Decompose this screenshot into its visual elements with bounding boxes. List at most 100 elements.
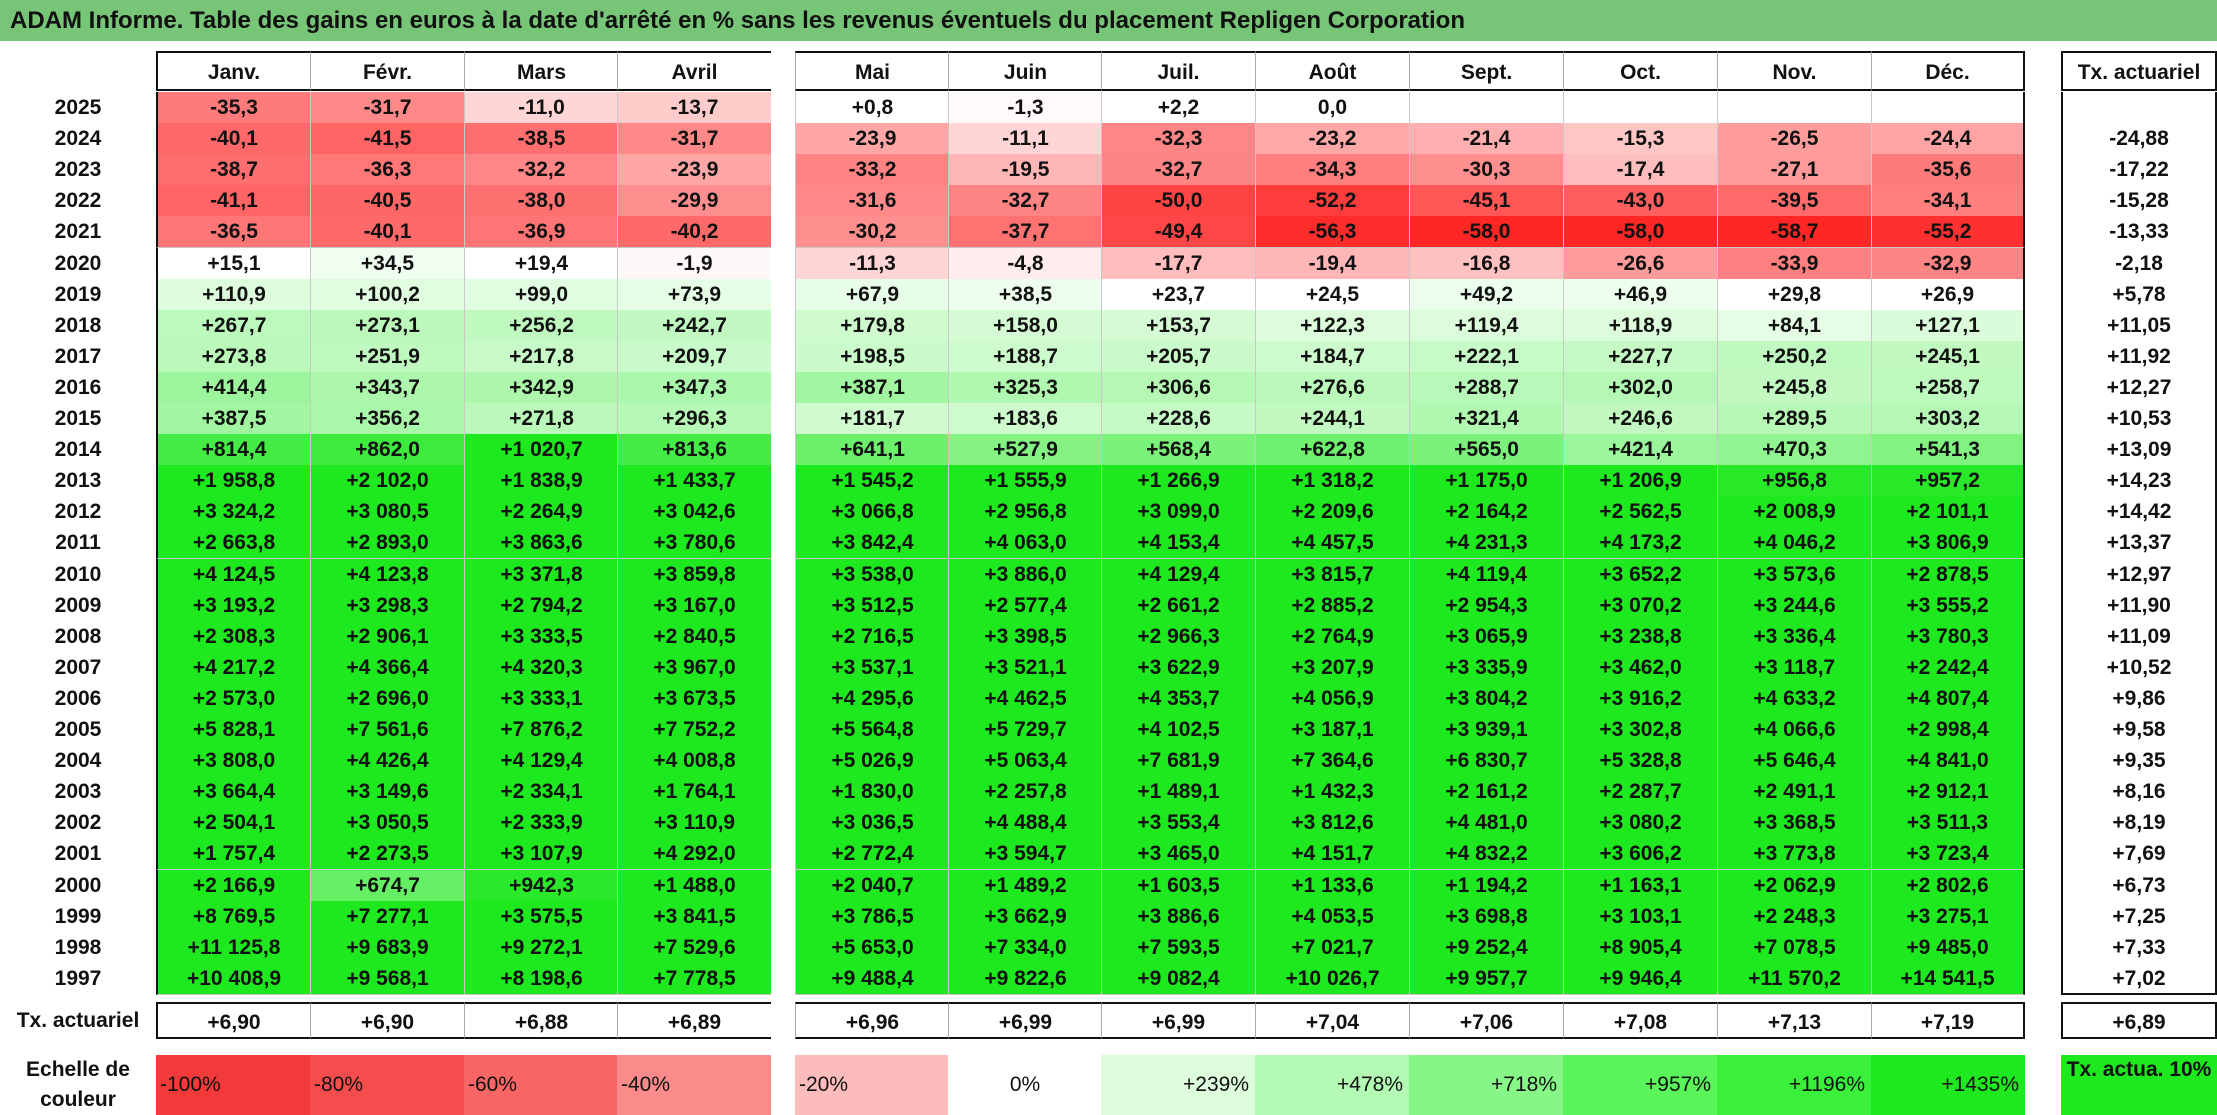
heatmap-cell: +153,7	[1101, 309, 1255, 342]
heatmap-cell: +2 491,1	[1717, 776, 1871, 809]
heatmap-cell: +3 808,0	[156, 745, 310, 778]
heatmap-cell: +4 153,4	[1101, 527, 1255, 560]
heatmap-cell: +3 462,0	[1563, 651, 1717, 684]
heatmap-cell: +3 575,5	[464, 900, 618, 933]
annual-rate-cell: +7,02	[2061, 962, 2217, 995]
heatmap-cell: +2 716,5	[795, 620, 949, 653]
heatmap-cell: -41,1	[156, 185, 310, 218]
heatmap-cell: -1,3	[948, 92, 1102, 124]
heatmap-cell: +1 318,2	[1255, 465, 1409, 498]
heatmap-cell	[1871, 92, 2025, 124]
heatmap-cell: +3 662,9	[948, 900, 1102, 933]
heatmap-cell: +2 264,9	[464, 496, 618, 529]
column-header: Nov.	[1717, 51, 1871, 91]
heatmap-cell: +3 723,4	[1871, 838, 2025, 871]
heatmap-cell: -29,9	[617, 185, 771, 218]
column-header: Mai	[795, 51, 949, 91]
heatmap-cell: -21,4	[1409, 123, 1563, 156]
heatmap-cell: +2 966,3	[1101, 620, 1255, 653]
heatmap-cell: +813,6	[617, 434, 771, 467]
heatmap-cell: +3 335,9	[1409, 651, 1563, 684]
column-header: Mars	[464, 51, 618, 91]
heatmap-cell: +4 102,5	[1101, 714, 1255, 746]
scale-stop: -20%	[795, 1054, 949, 1115]
heatmap-cell: +4 173,2	[1563, 527, 1717, 560]
heatmap-cell: +242,7	[617, 309, 771, 342]
heatmap-cell: 0,0	[1255, 92, 1409, 124]
heatmap-cell: +4 063,0	[948, 527, 1102, 560]
heatmap-cell: +3 804,2	[1409, 682, 1563, 715]
heatmap-cell: +3 512,5	[795, 589, 949, 622]
column-header: Juin	[948, 51, 1102, 91]
heatmap-cell: +9 488,4	[795, 962, 949, 995]
heatmap-cell: +122,3	[1255, 309, 1409, 342]
heatmap-cell: +4 841,0	[1871, 745, 2025, 778]
heatmap-cell: -34,3	[1255, 154, 1409, 187]
heatmap-cell: +14 541,5	[1871, 962, 2025, 995]
heatmap-cell: +7 593,5	[1101, 931, 1255, 964]
annual-rate-cell: +14,42	[2061, 496, 2217, 529]
scale-stop: 0%	[948, 1054, 1102, 1115]
heatmap-cell: +5 729,7	[948, 714, 1102, 746]
heatmap-cell: +179,8	[795, 309, 949, 342]
heatmap-cell: +7 529,6	[617, 931, 771, 964]
heatmap-cell: +296,3	[617, 403, 771, 435]
heatmap-cell: +23,7	[1101, 278, 1255, 311]
heatmap-cell: +3 812,6	[1255, 807, 1409, 840]
heatmap-cell: -39,5	[1717, 185, 1871, 218]
scale-stop: +1435%	[1871, 1054, 2025, 1115]
heatmap-cell: +2 885,2	[1255, 589, 1409, 622]
heatmap-cell: +9 683,9	[310, 931, 464, 964]
row-year-label: 2006	[54, 686, 102, 710]
heatmap-cell: +245,1	[1871, 340, 2025, 373]
row-year-label: 2015	[54, 407, 102, 430]
heatmap-cell: +10 026,7	[1255, 962, 1409, 995]
heatmap-cell: +9 272,1	[464, 931, 618, 964]
heatmap-cell: +3 553,4	[1101, 807, 1255, 840]
scale-stop: -60%	[464, 1054, 618, 1115]
heatmap-cell: +9 082,4	[1101, 962, 1255, 995]
annual-rate-cell: +10,53	[2061, 403, 2217, 435]
heatmap-cell: +1 432,3	[1255, 776, 1409, 809]
heatmap-cell: +1 194,2	[1409, 869, 1563, 902]
heatmap-cell: +100,2	[310, 278, 464, 311]
heatmap-cell: +342,9	[464, 371, 618, 404]
heatmap-cell: +4 832,2	[1409, 838, 1563, 871]
footer-rate-cell: +6,99	[1101, 1001, 1255, 1039]
heatmap-cell: -40,2	[617, 216, 771, 249]
heatmap-cell: +7 561,6	[310, 714, 464, 746]
heatmap-cell: -32,9	[1871, 247, 2025, 280]
annual-rate-cell: +11,90	[2061, 589, 2217, 622]
heatmap-cell: +3 573,6	[1717, 558, 1871, 591]
heatmap-cell: +49,2	[1409, 278, 1563, 311]
heatmap-cell: +2 878,5	[1871, 558, 2025, 591]
heatmap-cell: +256,2	[464, 309, 618, 342]
heatmap-cell: +4 053,5	[1255, 900, 1409, 933]
annual-rate-cell: +7,69	[2061, 838, 2217, 871]
footer-rate-cell: +7,08	[1563, 1001, 1717, 1039]
heatmap-cell: +2 209,6	[1255, 496, 1409, 529]
heatmap-cell: +276,6	[1255, 371, 1409, 404]
heatmap-cell: +9 946,4	[1563, 962, 1717, 995]
heatmap-cell: +4 123,8	[310, 558, 464, 591]
footer-label: Tx. actuariel	[16, 1008, 140, 1032]
heatmap-cell: +222,1	[1409, 340, 1563, 373]
heatmap-cell: +3 167,0	[617, 589, 771, 622]
heatmap-cell: +2 040,7	[795, 869, 949, 902]
row-year-label: 2008	[54, 624, 102, 648]
heatmap-cell: -38,0	[464, 185, 618, 218]
heatmap-cell: +3 036,5	[795, 807, 949, 840]
heatmap-cell: -38,5	[464, 123, 618, 156]
heatmap-cell: +4 295,6	[795, 682, 949, 715]
footer-rate-cell: +6,88	[464, 1001, 618, 1039]
heatmap-cell: -52,2	[1255, 185, 1409, 218]
heatmap-cell: +246,6	[1563, 403, 1717, 435]
heatmap-cell: +4 633,2	[1717, 682, 1871, 715]
annual-rate-cell: +14,23	[2061, 465, 2217, 498]
heatmap-cell: +3 042,6	[617, 496, 771, 529]
heatmap-cell: +183,6	[948, 403, 1102, 435]
heatmap-cell: -30,2	[795, 216, 949, 249]
heatmap-cell: -40,5	[310, 185, 464, 218]
heatmap-cell: +527,9	[948, 434, 1102, 467]
heatmap-cell: +470,3	[1717, 434, 1871, 467]
